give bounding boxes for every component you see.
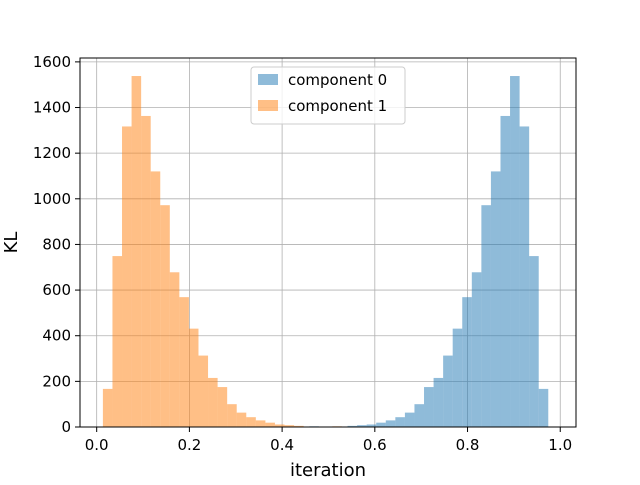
histogram-bar-component-1 bbox=[189, 329, 199, 427]
histogram-bar-component-0 bbox=[462, 297, 472, 427]
histogram-bar-component-0 bbox=[500, 116, 510, 427]
histogram-bar-component-1 bbox=[237, 413, 247, 427]
x-tick-label: 0.0 bbox=[85, 436, 109, 454]
histogram-bar-component-1 bbox=[170, 272, 180, 427]
histogram-bar-component-1 bbox=[256, 420, 266, 427]
histogram-bar-component-1 bbox=[227, 404, 237, 427]
histogram-bar-component-0 bbox=[414, 404, 424, 427]
y-tick-label: 1400 bbox=[33, 99, 71, 117]
histogram-bar-component-1 bbox=[141, 116, 151, 427]
bars-layer bbox=[103, 76, 548, 427]
y-tick-label: 600 bbox=[42, 281, 71, 299]
histogram-bar-component-0 bbox=[539, 389, 549, 427]
histogram-bar-component-1 bbox=[112, 256, 122, 427]
y-axis-ticks: 0 200 400 600 800 1000 1200 1400 1600 bbox=[33, 53, 80, 436]
histogram-bar-component-0 bbox=[386, 420, 396, 427]
y-tick-label: 400 bbox=[42, 327, 71, 345]
legend: component 0 component 1 bbox=[251, 67, 405, 124]
histogram-bar-component-1 bbox=[246, 417, 256, 427]
y-tick-label: 0 bbox=[61, 418, 71, 436]
histogram-bar-component-1 bbox=[103, 389, 113, 427]
x-axis-label: iteration bbox=[290, 460, 366, 480]
histogram-bar-component-0 bbox=[395, 417, 405, 427]
histogram-bar-component-1 bbox=[151, 171, 161, 427]
histogram-bar-component-0 bbox=[472, 272, 482, 427]
histogram-bar-component-0 bbox=[520, 126, 530, 427]
x-tick-label: 1.0 bbox=[548, 436, 572, 454]
histogram-bar-component-0 bbox=[405, 413, 415, 427]
y-axis-label: KL bbox=[1, 232, 22, 254]
histogram-bar-component-1 bbox=[218, 387, 228, 427]
histogram-bar-component-1 bbox=[265, 423, 275, 427]
x-tick-label: 0.4 bbox=[270, 436, 294, 454]
histogram-bar-component-0 bbox=[529, 256, 539, 427]
histogram-bar-component-0 bbox=[481, 205, 491, 427]
histogram-bar-component-0 bbox=[376, 423, 386, 427]
histogram-bar-component-0 bbox=[491, 171, 501, 427]
legend-label-component-0: component 0 bbox=[288, 71, 387, 89]
histogram-bar-component-1 bbox=[208, 378, 218, 427]
histogram-bar-component-0 bbox=[434, 378, 444, 427]
x-tick-label: 0.6 bbox=[363, 436, 387, 454]
histogram-bar-component-1 bbox=[198, 356, 208, 427]
legend-label-component-1: component 1 bbox=[288, 97, 387, 115]
histogram-bar-component-1 bbox=[179, 297, 189, 427]
histogram-bar-component-0 bbox=[424, 387, 434, 427]
y-tick-label: 200 bbox=[42, 372, 71, 390]
x-tick-label: 0.8 bbox=[456, 436, 480, 454]
y-tick-label: 800 bbox=[42, 235, 71, 253]
histogram-bar-component-0 bbox=[443, 356, 453, 427]
legend-swatch-component-1 bbox=[258, 100, 278, 111]
y-tick-label: 1000 bbox=[33, 190, 71, 208]
x-tick-label: 0.2 bbox=[177, 436, 201, 454]
x-axis-ticks: 0.0 0.2 0.4 0.6 0.8 1.0 bbox=[85, 427, 572, 454]
histogram-bar-component-1 bbox=[122, 126, 132, 427]
y-tick-label: 1200 bbox=[33, 144, 71, 162]
histogram-bar-component-1 bbox=[132, 76, 142, 427]
histogram-bar-component-0 bbox=[453, 329, 463, 427]
legend-swatch-component-0 bbox=[258, 74, 278, 85]
histogram-bar-component-1 bbox=[160, 205, 170, 427]
y-tick-label: 1600 bbox=[33, 53, 71, 71]
histogram-bar-component-0 bbox=[510, 76, 520, 427]
